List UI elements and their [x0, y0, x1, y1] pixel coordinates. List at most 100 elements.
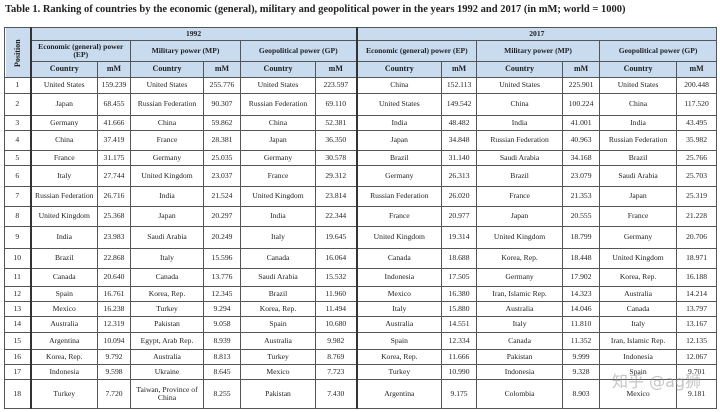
mm-value-cell: 20.297 — [203, 206, 241, 227]
country-cell: Indonesia — [30, 364, 98, 380]
mm-value-cell: 25.319 — [676, 186, 718, 207]
mm-value-cell: 31.140 — [441, 150, 478, 166]
mm-value-cell: 8.813 — [203, 349, 241, 365]
country-cell: Pakistan — [240, 379, 316, 409]
position-cell: 1 — [4, 77, 32, 94]
mm-value-cell: 21.228 — [676, 206, 718, 227]
mm-value-cell: 18.799 — [562, 226, 601, 249]
position-cell: 17 — [4, 364, 32, 380]
position-cell: 16 — [4, 349, 32, 365]
position-cell: 12 — [4, 286, 32, 302]
mm-value-cell: 11.810 — [562, 316, 601, 333]
country-cell: Japan — [476, 206, 564, 227]
mm-value-cell: 14.046 — [562, 301, 601, 317]
country-column-header: Country — [130, 61, 204, 78]
country-cell: Australia — [130, 349, 204, 365]
mm-value-cell: 41.001 — [562, 115, 601, 131]
country-cell: Canada — [130, 268, 204, 287]
country-cell: China — [130, 115, 204, 131]
mm-value-cell: 35.982 — [676, 130, 718, 151]
table-row: 12 Spain 16.761 Korea, Rep. 12.345 Brazil 11.9… — [4, 286, 718, 302]
position-header: Position — [4, 27, 31, 78]
mm-value-cell: 12.334 — [441, 332, 478, 350]
mm-value-cell: 8.903 — [562, 379, 601, 409]
mm-value-cell: 18.971 — [676, 248, 718, 269]
mm-value-cell: 11.960 — [314, 286, 358, 302]
mm-value-cell: 100.224 — [562, 93, 601, 116]
gp-2017-header: Geopolitical power (GP) — [599, 40, 718, 62]
mm-column-header: mM — [441, 61, 478, 78]
position-cell: 5 — [4, 150, 32, 166]
mm-value-cell: 90.307 — [203, 93, 241, 116]
country-cell: United Kingdom — [130, 165, 204, 187]
country-cell: Australia — [476, 301, 564, 317]
mm-value-cell: 52.381 — [314, 115, 358, 131]
country-cell: Spain — [30, 286, 98, 302]
country-cell: Russian Federation — [356, 186, 443, 207]
country-cell: United States — [130, 77, 204, 94]
country-cell: Japan — [599, 186, 678, 207]
country-cell: Pakistan — [476, 349, 564, 365]
country-cell: Australia — [240, 332, 316, 350]
country-cell: Canada — [240, 248, 316, 269]
mm-value-cell: 26.313 — [441, 165, 478, 187]
mm-value-cell: 159.239 — [97, 77, 131, 94]
country-cell: United Kingdom — [476, 226, 564, 249]
country-cell: Germany — [356, 165, 443, 187]
country-cell: Australia — [599, 286, 678, 302]
country-cell: Mexico — [599, 379, 678, 409]
country-cell: Australia — [30, 316, 98, 333]
country-cell: Turkey — [30, 379, 98, 409]
country-cell: United States — [599, 77, 678, 94]
mm-value-cell: 11.666 — [441, 349, 478, 365]
mm-value-cell: 23.037 — [203, 165, 241, 187]
mm-value-cell: 9.999 — [562, 349, 601, 365]
mm-column-header: mM — [97, 61, 131, 78]
ep-2017-header: Economic (general) power (EP) — [356, 40, 478, 62]
mm-value-cell: 28.381 — [203, 130, 241, 151]
country-column-header: Country — [476, 61, 564, 78]
mm-value-cell: 20.555 — [562, 206, 601, 227]
table-row: 6 Italy 27.744 United Kingdom 23.037 France 29… — [4, 165, 718, 187]
mm-value-cell: 15.532 — [314, 268, 358, 287]
mp-1992-header: Military power (MP) — [130, 40, 241, 62]
mm-value-cell: 9.328 — [562, 364, 601, 380]
mm-value-cell: 43.495 — [676, 115, 718, 131]
mm-value-cell: 16.761 — [97, 286, 131, 302]
mm-value-cell: 225.901 — [562, 77, 601, 94]
mm-value-cell: 37.419 — [97, 130, 131, 151]
mm-value-cell: 22.344 — [314, 206, 358, 227]
mm-value-cell: 16.238 — [97, 301, 131, 317]
mm-value-cell: 15.596 — [203, 248, 241, 269]
mm-value-cell: 7.720 — [97, 379, 131, 409]
country-cell: Mexico — [356, 286, 443, 302]
country-cell: India — [476, 115, 564, 131]
country-cell: Japan — [240, 130, 316, 151]
country-cell: Germany — [130, 150, 204, 166]
country-cell: Saudi Arabia — [599, 165, 678, 187]
mm-column-header: mM — [314, 61, 358, 78]
country-cell: Japan — [30, 93, 98, 116]
mm-value-cell: 255.776 — [203, 77, 241, 94]
mm-value-cell: 20.977 — [441, 206, 478, 227]
country-cell: United States — [30, 77, 98, 94]
country-cell: France — [30, 150, 98, 166]
country-cell: Indonesia — [476, 364, 564, 380]
country-cell: Turkey — [240, 349, 316, 365]
table-row: 16 Korea, Rep. 9.792 Australia 8.813 Turkey 8.… — [4, 349, 718, 365]
country-cell: Germany — [30, 115, 98, 131]
mm-value-cell: 9.175 — [441, 379, 478, 409]
mm-value-cell: 13.167 — [676, 316, 718, 333]
mm-value-cell: 26.020 — [441, 186, 478, 207]
ranking-table: Position 1992 2017 Economic (general) po… — [4, 27, 718, 409]
country-cell: Germany — [599, 226, 678, 249]
mm-value-cell: 12.319 — [97, 316, 131, 333]
country-cell: United States — [356, 93, 443, 116]
country-cell: Indonesia — [599, 349, 678, 365]
country-cell: Argentina — [30, 332, 98, 350]
country-cell: Korea, Rep. — [240, 301, 316, 317]
mm-value-cell: 17.902 — [562, 268, 601, 287]
mm-value-cell: 200.448 — [676, 77, 718, 94]
country-cell: Korea, Rep. — [476, 248, 564, 269]
mm-value-cell: 8.939 — [203, 332, 241, 350]
